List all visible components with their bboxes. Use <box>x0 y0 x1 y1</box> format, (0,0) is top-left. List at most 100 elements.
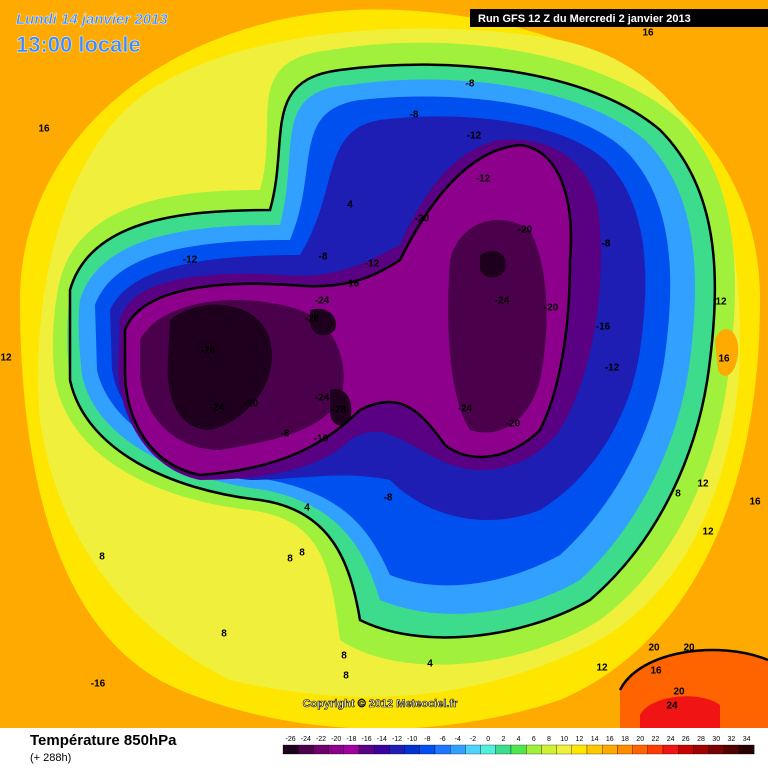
legend-label: 20 <box>636 736 644 743</box>
contour-label: -20 <box>415 214 430 225</box>
forecast-time: 13:00 locale <box>16 32 141 57</box>
legend-swatch <box>343 744 360 755</box>
contour-label: 8 <box>299 548 305 559</box>
legend-swatch <box>450 744 466 755</box>
contour-label: 8 <box>99 552 105 563</box>
copyright: Copyright © 2012 Meteociel.fr <box>303 698 459 710</box>
isotherm <box>618 648 768 691</box>
contour-label: -12 <box>183 255 198 266</box>
legend-swatch <box>738 744 755 755</box>
legend-swatch <box>480 744 496 755</box>
legend-label: 4 <box>517 736 521 743</box>
legend-label: 16 <box>606 736 614 743</box>
legend-label: -12 <box>392 736 402 743</box>
legend-swatch <box>419 744 436 755</box>
legend-swatch <box>617 744 633 755</box>
footer-lead: (+ 288h) <box>30 752 71 764</box>
legend-label: -18 <box>346 736 356 743</box>
contour-label: -20 <box>244 399 259 410</box>
legend-label: -8 <box>424 736 430 743</box>
legend-label: 28 <box>697 736 705 743</box>
legend-swatch <box>389 744 405 755</box>
legend-label: -20 <box>331 736 341 743</box>
contour-label: 8 <box>343 671 349 682</box>
legend-swatch <box>282 744 299 755</box>
temperature-area <box>167 304 272 430</box>
legend-label: 24 <box>667 736 675 743</box>
contour-label: 8 <box>221 629 227 640</box>
legend-swatch <box>495 744 512 755</box>
legend-label: -2 <box>470 736 476 743</box>
contour-label: 16 <box>642 28 654 39</box>
legend-label: 6 <box>532 736 536 743</box>
contour-label: -12 <box>365 259 380 270</box>
run-box <box>470 9 768 27</box>
legend-swatch <box>708 744 724 755</box>
contour-label: 16 <box>38 124 50 135</box>
contour-label: -20 <box>518 225 533 236</box>
footer-title: Température 850hPa <box>30 732 177 749</box>
contour-label: -24 <box>315 393 330 404</box>
contour-label: 12 <box>697 479 709 490</box>
contour-label: -24 <box>495 296 510 307</box>
legend-label: 12 <box>576 736 584 743</box>
contour-label: 8 <box>675 489 681 500</box>
temperature-area <box>640 696 720 728</box>
contour-label: -16 <box>596 322 611 333</box>
contour-label: -20 <box>506 419 521 430</box>
legend-label: 2 <box>501 736 505 743</box>
legend-label: -6 <box>439 736 445 743</box>
contour-label: 16 <box>650 666 662 677</box>
temperature-area <box>310 308 336 336</box>
contour-label: -24 <box>315 296 330 307</box>
contour-label: -28 <box>201 346 216 357</box>
contour-label: 8 <box>341 651 347 662</box>
legend-swatch <box>678 744 694 755</box>
contour-label: -12 <box>467 131 482 142</box>
isotherm <box>68 63 717 639</box>
contour-label: 4 <box>347 200 353 211</box>
contour-label: 12 <box>715 297 727 308</box>
legend-swatch <box>374 744 390 755</box>
contour-label: -8 <box>384 493 393 504</box>
legend-label: 34 <box>743 736 751 743</box>
forecast-date: Lundi 14 janvier 2013 <box>16 11 168 28</box>
contour-label: 16 <box>718 354 730 365</box>
contour-label: -16 <box>314 434 329 445</box>
contour-label: 20 <box>673 687 685 698</box>
temperature-area <box>715 329 739 376</box>
contour-label: 12 <box>702 527 714 538</box>
legend-swatch <box>465 744 481 755</box>
contour-label: -16 <box>345 279 360 290</box>
legend-label: -14 <box>377 736 387 743</box>
contour-label: -12 <box>605 363 620 374</box>
contour-label: -28 <box>332 405 347 416</box>
temperature-area <box>480 250 506 278</box>
contour-label: 12 <box>0 353 12 364</box>
legend-swatch <box>358 744 375 755</box>
legend-swatch <box>298 744 314 755</box>
legend-swatch <box>586 744 603 755</box>
isotherm <box>123 143 573 477</box>
contour-label: -24 <box>210 403 225 414</box>
legend-label: 14 <box>591 736 599 743</box>
legend-swatch <box>434 744 451 755</box>
legend-swatch <box>662 744 679 755</box>
legend-label: -26 <box>286 736 296 743</box>
contour-label: -12 <box>476 174 491 185</box>
contour-label: 4 <box>304 503 310 514</box>
legend-label: 10 <box>560 736 568 743</box>
legend-label: -4 <box>455 736 461 743</box>
legend-label: -24 <box>301 736 311 743</box>
contour-label: 24 <box>666 701 678 712</box>
legend-label: -22 <box>316 736 326 743</box>
legend-label: 8 <box>547 736 551 743</box>
legend-swatch <box>556 744 572 755</box>
contour-label: -8 <box>410 110 419 121</box>
temperature-area <box>448 220 547 433</box>
legend-label: 26 <box>682 736 690 743</box>
contour-label: 8 <box>287 554 293 565</box>
contour-label: -8 <box>319 252 328 263</box>
